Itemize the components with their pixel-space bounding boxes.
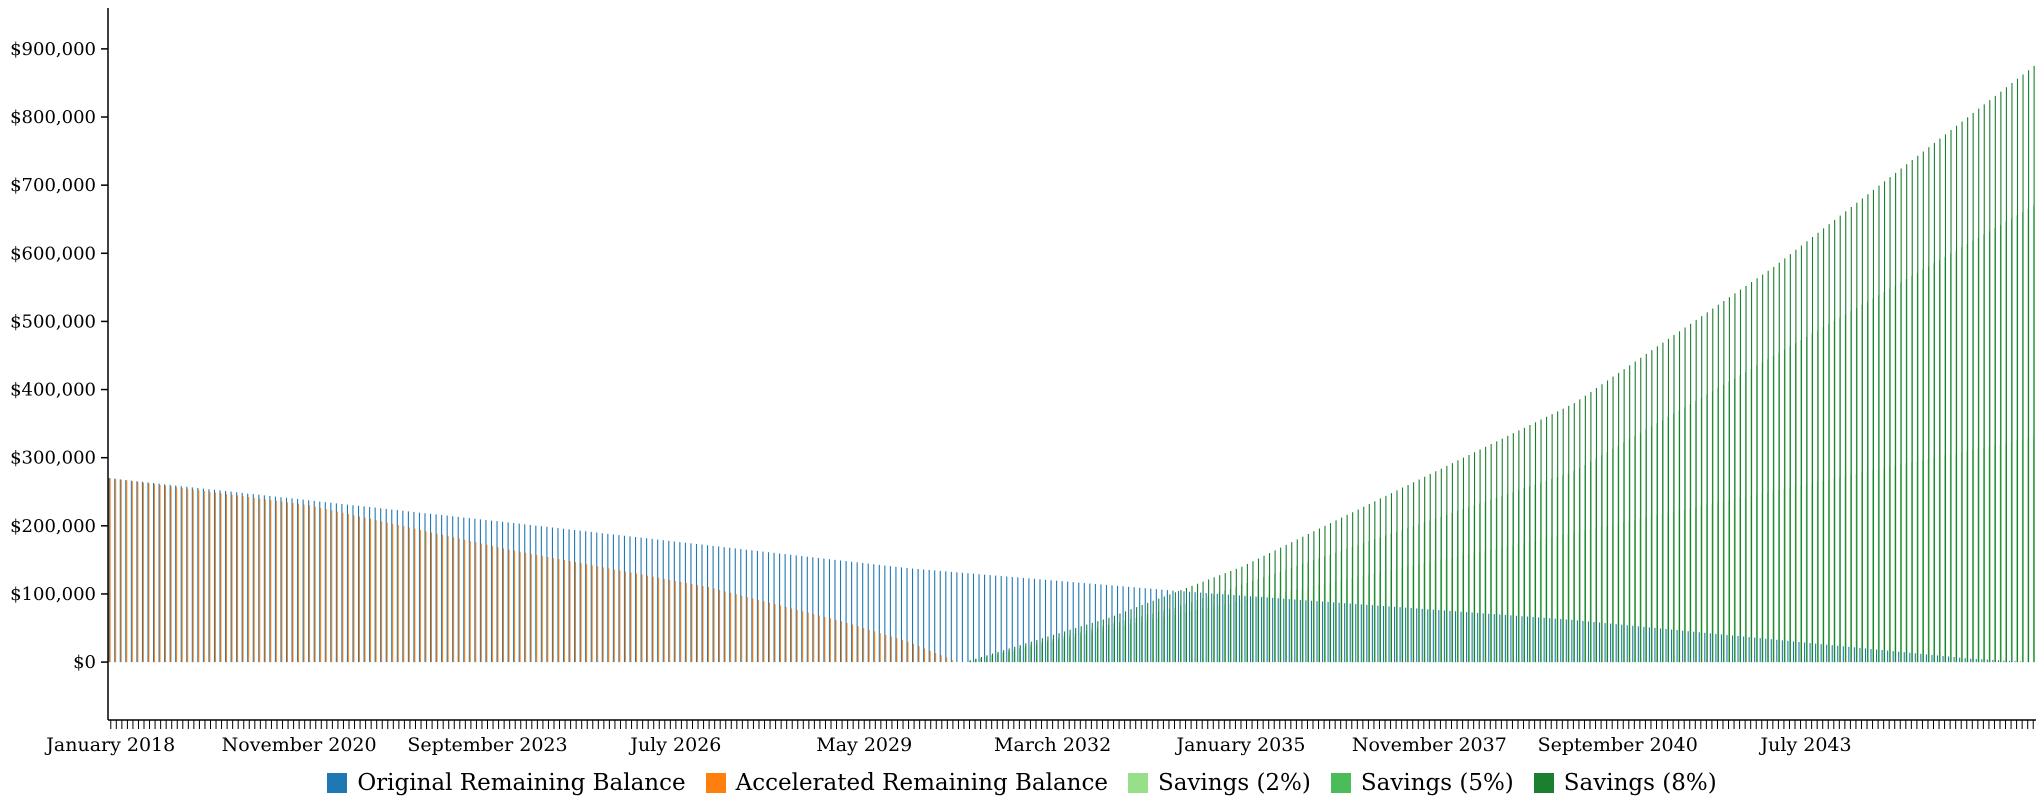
x-tick-label: September 2023: [407, 734, 567, 756]
y-tick-label: $0: [73, 652, 96, 673]
y-tick-label: $200,000: [10, 516, 96, 537]
legend-item: Savings (2%): [1127, 770, 1311, 796]
x-tick-label: January 2035: [1174, 734, 1305, 756]
y-tick-label: $600,000: [10, 243, 96, 264]
x-minor-ticks: [110, 720, 2034, 729]
legend-swatch: [1330, 773, 1351, 793]
y-tick-label: $500,000: [10, 311, 96, 332]
balance-chart: $0 $100,000 $200,000 $300,000 $400,000 $500,0…: [10, 8, 2036, 756]
y-tick-label: $800,000: [10, 107, 96, 128]
legend-label: Original Remaining Balance: [357, 770, 686, 796]
legend-label: Savings (2%): [1157, 770, 1311, 796]
bars-layer: [108, 65, 2035, 663]
legend-swatch: [1533, 773, 1554, 793]
y-tick-label: $700,000: [10, 175, 96, 196]
y-tick-label: $400,000: [10, 380, 96, 401]
x-tick-label: November 2037: [1352, 734, 1507, 756]
legend-label: Savings (5%): [1360, 770, 1514, 796]
legend-item: Original Remaining Balance: [327, 770, 686, 796]
legend-swatch: [327, 773, 348, 793]
y-tick-label: $300,000: [10, 448, 96, 469]
x-tick-label: May 2029: [816, 734, 912, 756]
legend-swatch: [705, 773, 726, 793]
series-original-remaining-balance: [108, 478, 2027, 663]
x-tick-label: September 2040: [1538, 734, 1698, 756]
legend-label: Savings (8%): [1563, 770, 1717, 796]
series-accelerated-remaining-balance: [109, 478, 953, 663]
legend: Original Remaining Balance Accelerated Re…: [0, 770, 2044, 796]
legend-item: Savings (8%): [1533, 770, 1717, 796]
series-savings-8: [969, 65, 2035, 663]
y-tick-label: $100,000: [10, 584, 96, 605]
x-tick-label: July 2026: [628, 734, 721, 756]
legend-swatch: [1127, 773, 1148, 793]
x-tick-label: July 2043: [1759, 734, 1852, 756]
x-tick-label: March 2032: [994, 734, 1111, 756]
x-tick-label: January 2018: [44, 734, 175, 756]
legend-item: Accelerated Remaining Balance: [705, 770, 1108, 796]
y-tick-label: $900,000: [10, 39, 96, 60]
legend-item: Savings (5%): [1330, 770, 1514, 796]
x-tick-label: November 2020: [222, 734, 377, 756]
legend-label: Accelerated Remaining Balance: [735, 770, 1108, 796]
axes-layer: $0 $100,000 $200,000 $300,000 $400,000 $500,0…: [10, 8, 2036, 756]
